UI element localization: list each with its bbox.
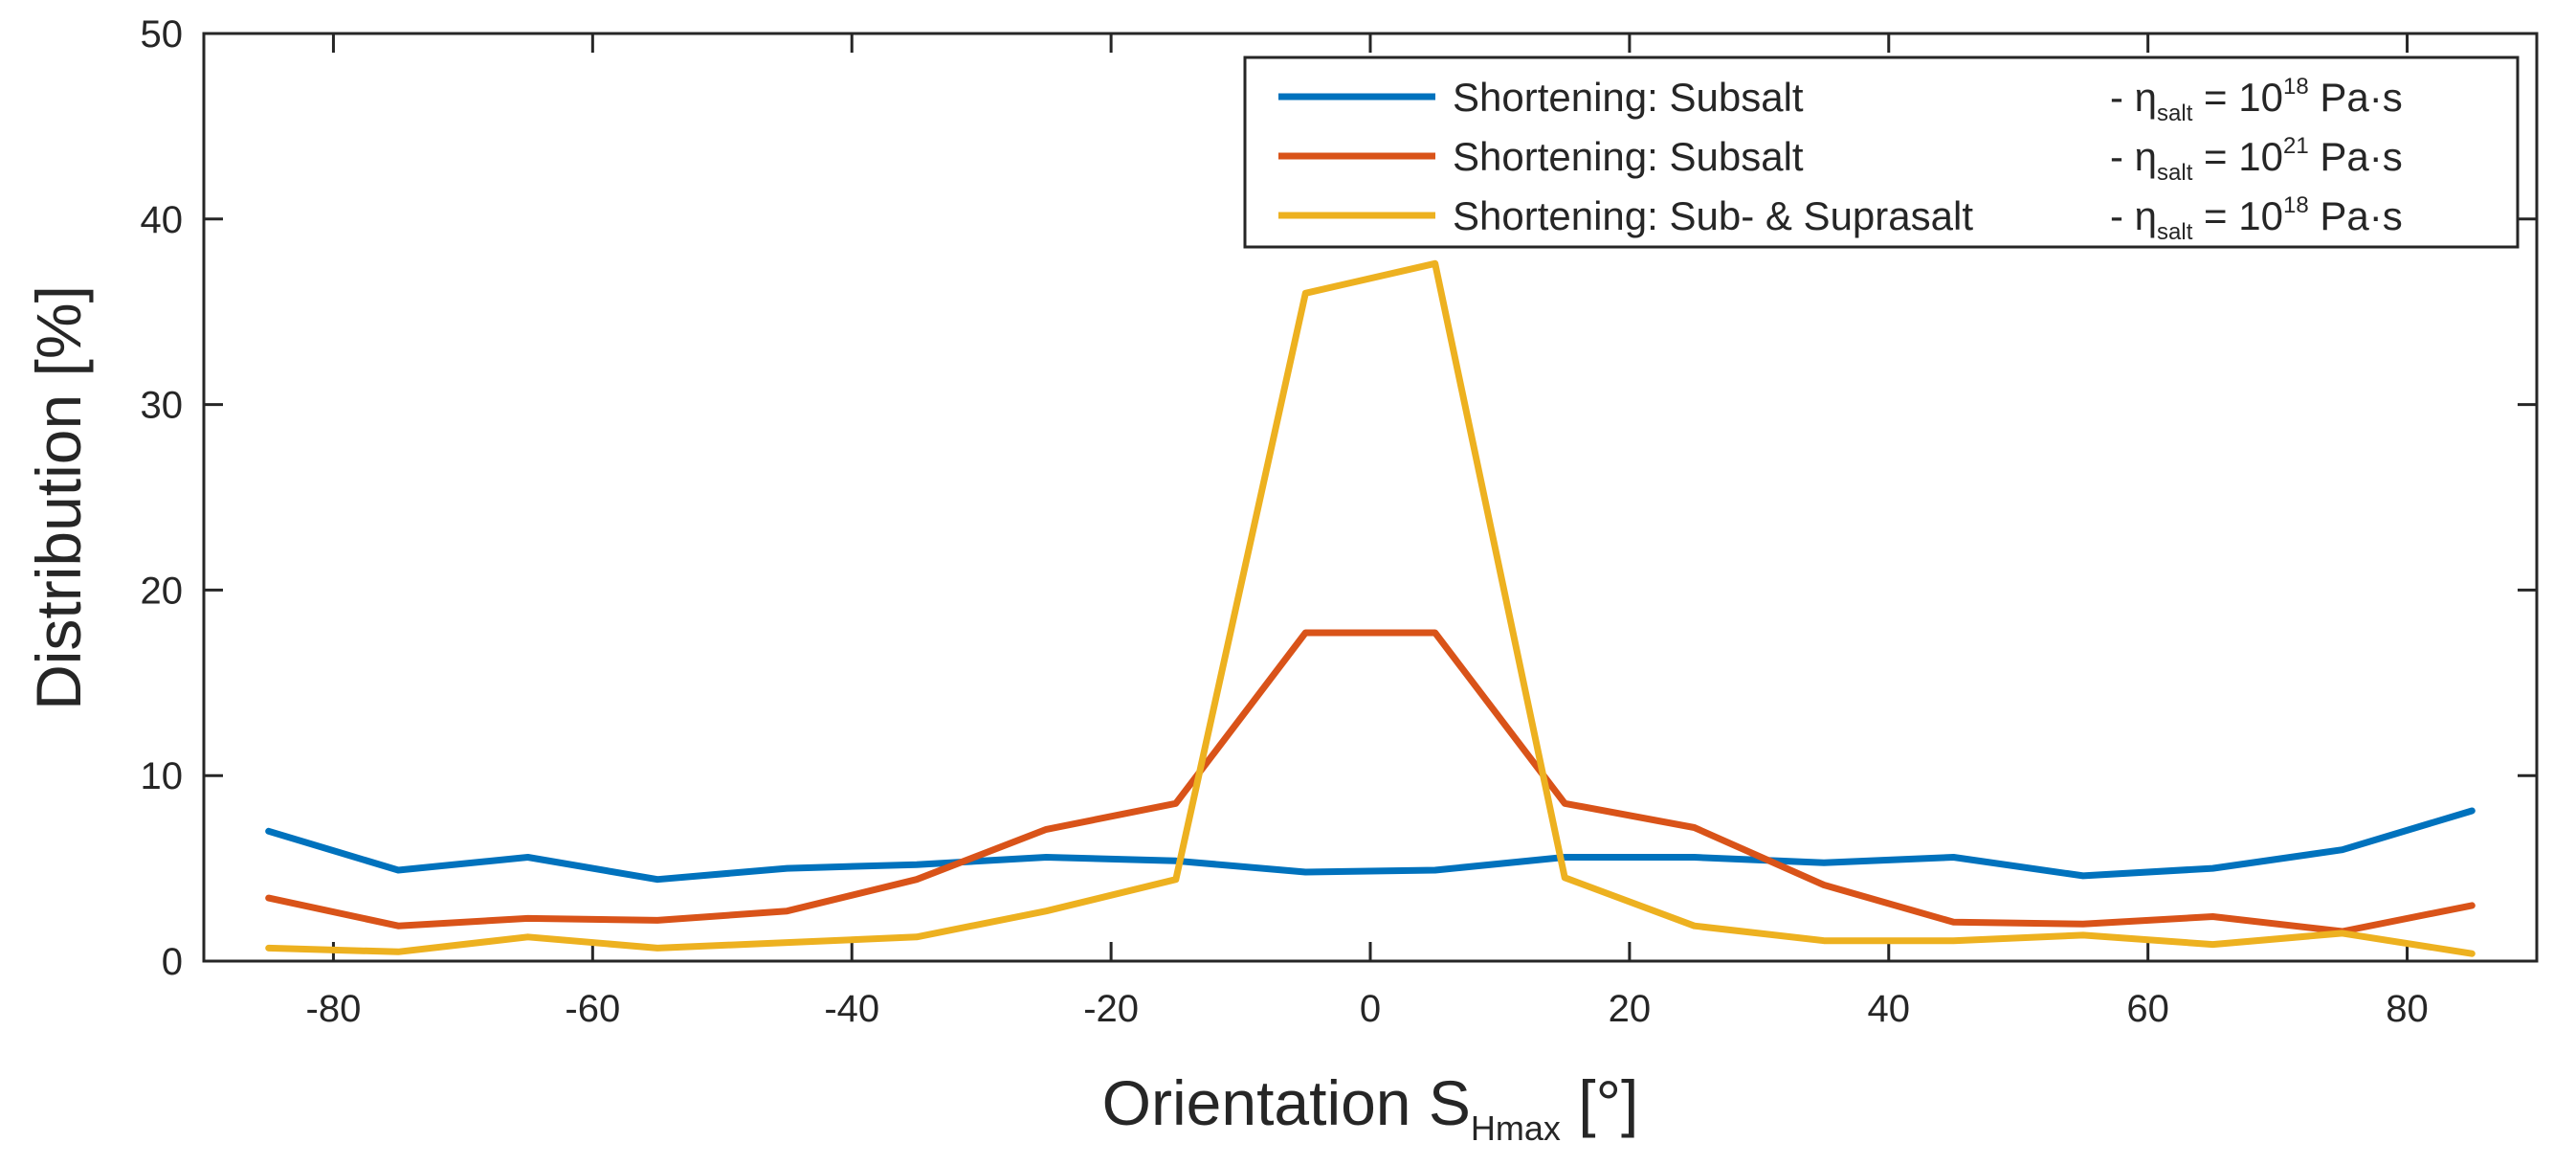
y-tick-label: 30: [141, 385, 184, 427]
y-tick-label: 0: [162, 941, 183, 983]
legend-eta-exponent: 21: [2283, 133, 2309, 159]
legend-eta-base: = 10: [2192, 134, 2283, 179]
x-axis-title-unit: [°]: [1561, 1067, 1638, 1138]
series-line-3: [265, 259, 2476, 957]
legend-eta-base: = 10: [2192, 193, 2283, 238]
x-axis-title-subscript: Hmax: [1471, 1109, 1561, 1148]
legend-label-3: Shortening: Sub- & Suprasalt: [1453, 193, 1973, 238]
legend-label-1: Shortening: Subsalt: [1453, 75, 1804, 120]
x-tick-label: 60: [2126, 988, 2169, 1030]
axis-ticks: -80 -60 -40 -20 0 20 40 60 80 0 10 20 30 40 50: [141, 13, 2537, 1030]
x-tick-label: 0: [1360, 988, 1381, 1030]
legend-eta-symbol: - η: [2110, 75, 2157, 120]
legend-eta-symbol: - η: [2110, 134, 2157, 179]
legend-eta-subscript: salt: [2157, 219, 2193, 245]
series-lines: [265, 259, 2476, 957]
x-axis-title: Orientation SHmax [°]: [1102, 1067, 1639, 1148]
x-tick-label: -80: [306, 988, 362, 1030]
y-tick-label: 10: [141, 755, 184, 797]
legend-eta-symbol: - η: [2110, 193, 2157, 238]
y-tick-label: 40: [141, 199, 184, 241]
x-tick-label: -20: [1083, 988, 1139, 1030]
legend-eta-unit: Pa·s: [2309, 134, 2403, 179]
legend-viscosity-2: - ηsalt = 1021 Pa·s: [2110, 133, 2403, 186]
legend-viscosity-3: - ηsalt = 1018 Pa·s: [2110, 192, 2403, 245]
y-tick-label: 20: [141, 570, 184, 612]
series-line-1: [265, 807, 2476, 884]
legend-eta-unit: Pa·s: [2309, 193, 2403, 238]
x-tick-label: 40: [1868, 988, 1911, 1030]
legend-eta-base: = 10: [2192, 75, 2283, 120]
x-tick-label: 80: [2386, 988, 2429, 1030]
legend-box: [1243, 56, 2520, 249]
x-tick-label: 20: [1609, 988, 1652, 1030]
x-tick-label: -40: [824, 988, 879, 1030]
legend-eta-subscript: salt: [2157, 101, 2193, 126]
legend-eta-unit: Pa·s: [2309, 75, 2403, 120]
legend-eta-exponent: 18: [2283, 192, 2309, 218]
legend-label-2: Shortening: Subsalt: [1453, 134, 1804, 179]
x-axis-title-main: Orientation S: [1102, 1067, 1471, 1138]
legend-eta-subscript: salt: [2157, 160, 2193, 186]
y-tick-label: 50: [141, 13, 184, 56]
x-tick-label: -60: [565, 988, 620, 1030]
y-axis-title: Distribution [%]: [23, 285, 94, 710]
legend-viscosity-1: - ηsalt = 1018 Pa·s: [2110, 74, 2403, 126]
legend-eta-exponent: 18: [2283, 74, 2309, 100]
series-line-2: [265, 629, 2476, 935]
legend: Shortening: Subsalt - ηsalt = 1018 Pa·sSh…: [1243, 56, 2520, 249]
